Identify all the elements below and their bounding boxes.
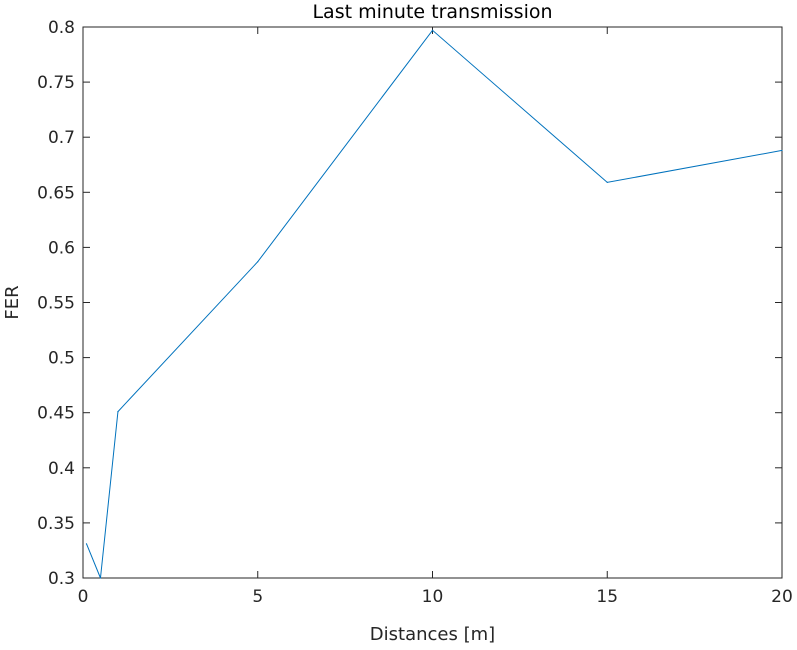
data-point — [257, 261, 259, 263]
data-point — [85, 543, 88, 545]
y-tick-label: 0.3 — [48, 569, 75, 589]
x-axis-ticks: 0 5 10 15 20 — [78, 27, 793, 607]
y-axis-label: FER — [2, 285, 23, 319]
x-tick-label: 10 — [422, 587, 444, 607]
x-tick-label: 5 — [252, 587, 263, 607]
y-tick-label: 0.4 — [48, 459, 75, 479]
y-tick-label: 0.75 — [37, 73, 75, 93]
chart-title: Last minute transmission — [312, 1, 552, 23]
y-axis-ticks: 0.3 0.35 0.4 0.45 0.5 0.55 0.6 0.65 0.7 0.75 0.8 — [37, 18, 782, 589]
y-tick-label: 0.35 — [37, 514, 75, 534]
y-tick-label: 0.65 — [37, 183, 75, 203]
x-tick-label: 15 — [596, 587, 618, 607]
y-tick-label: 0.8 — [48, 18, 75, 38]
x-axis-label: Distances [m] — [370, 624, 495, 645]
y-tick-label: 0.6 — [48, 238, 75, 258]
y-tick-label: 0.7 — [48, 128, 75, 148]
y-tick-label: 0.55 — [37, 294, 75, 314]
x-tick-label: 0 — [78, 587, 89, 607]
data-point — [99, 577, 102, 579]
data-point — [431, 29, 434, 31]
series-layer — [85, 29, 783, 579]
plot-area — [82, 26, 783, 579]
data-point — [117, 410, 119, 413]
data-point — [606, 181, 608, 183]
y-tick-label: 0.5 — [48, 349, 75, 369]
y-tick-label: 0.45 — [37, 404, 75, 424]
x-tick-label: 20 — [771, 587, 793, 607]
data-point — [781, 149, 783, 152]
